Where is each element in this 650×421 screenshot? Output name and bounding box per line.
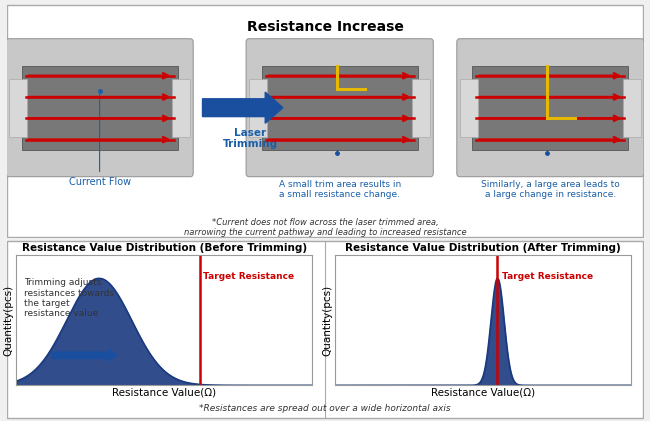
FancyBboxPatch shape	[6, 39, 193, 177]
Text: Target Resistance: Target Resistance	[502, 272, 593, 281]
Text: Current Flow: Current Flow	[68, 177, 131, 187]
Bar	[623, 79, 641, 136]
Text: Laser
Trimming: Laser Trimming	[223, 128, 278, 149]
Bar	[172, 79, 190, 136]
Bar	[262, 66, 418, 150]
Text: Trimming adjusts
resistances towards
the target
resistance value: Trimming adjusts resistances towards the…	[23, 278, 114, 318]
Text: Resistance Increase: Resistance Increase	[246, 20, 404, 34]
Bar	[473, 66, 629, 150]
Text: Target Resistance: Target Resistance	[203, 272, 294, 281]
X-axis label: Resistance Value(Ω): Resistance Value(Ω)	[112, 388, 216, 398]
Bar	[249, 79, 267, 136]
Y-axis label: Quantity(pcs): Quantity(pcs)	[322, 285, 332, 355]
Text: A small trim area results in
a small resistance change.: A small trim area results in a small res…	[279, 180, 401, 200]
FancyBboxPatch shape	[457, 39, 644, 177]
FancyBboxPatch shape	[246, 39, 434, 177]
X-axis label: Resistance Value(Ω): Resistance Value(Ω)	[430, 388, 535, 398]
Text: Similarly, a large area leads to
a large change in resistance.: Similarly, a large area leads to a large…	[481, 180, 620, 200]
Text: *Resistances are spread out over a wide horizontal axis: *Resistances are spread out over a wide …	[199, 404, 451, 413]
Bar	[412, 79, 430, 136]
FancyArrow shape	[203, 92, 283, 123]
FancyArrow shape	[52, 349, 117, 361]
Bar	[9, 79, 27, 136]
Bar	[21, 66, 177, 150]
Title: Resistance Value Distribution (Before Trimming): Resistance Value Distribution (Before Tr…	[21, 242, 307, 253]
Text: *Current does not flow across the laser trimmed area,
narrowing the current path: *Current does not flow across the laser …	[184, 218, 466, 237]
Y-axis label: Quantity(pcs): Quantity(pcs)	[3, 285, 14, 355]
Title: Resistance Value Distribution (After Trimming): Resistance Value Distribution (After Tri…	[344, 242, 621, 253]
Bar	[460, 79, 478, 136]
